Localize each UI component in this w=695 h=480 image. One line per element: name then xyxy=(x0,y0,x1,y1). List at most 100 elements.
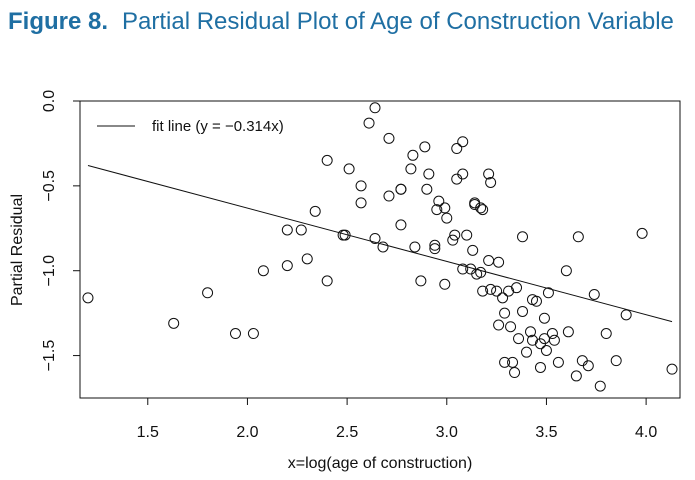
x-tick-label: 3.0 xyxy=(436,424,458,441)
x-tick-label: 3.5 xyxy=(535,424,557,441)
data-point xyxy=(449,229,461,241)
x-tick-label: 2.5 xyxy=(336,424,358,441)
data-point xyxy=(511,282,523,294)
data-point xyxy=(321,275,333,287)
data-point xyxy=(383,190,395,202)
data-point xyxy=(588,288,600,300)
data-point xyxy=(493,256,505,268)
data-point xyxy=(610,355,622,367)
data-point xyxy=(594,380,606,392)
data-point xyxy=(540,344,552,356)
x-tick-label: 1.5 xyxy=(137,424,159,441)
data-point xyxy=(439,278,451,290)
data-point xyxy=(447,234,459,246)
data-point xyxy=(168,317,180,329)
data-point xyxy=(409,241,421,253)
legend-label: fit line (y = −0.314x) xyxy=(152,118,284,135)
y-axis: 0.0 −0.5 −1.0 −1.5 xyxy=(41,90,80,372)
data-point xyxy=(534,361,546,373)
x-axis: 1.5 2.0 2.5 3.0 3.5 4.0 xyxy=(137,398,657,441)
y-tick-label: −1.5 xyxy=(41,340,58,372)
data-point xyxy=(363,117,375,129)
data-point xyxy=(493,319,505,331)
data-point xyxy=(451,143,463,155)
data-point xyxy=(257,265,269,277)
data-point xyxy=(542,287,554,299)
figure-label: Figure 8. xyxy=(8,8,109,35)
data-point xyxy=(485,176,497,188)
data-point xyxy=(517,305,529,317)
data-point xyxy=(582,360,594,372)
data-point xyxy=(355,180,367,192)
data-point xyxy=(281,260,293,272)
data-point xyxy=(560,265,572,277)
data-point xyxy=(457,168,469,180)
data-point xyxy=(505,321,517,333)
y-tick-label: −1.0 xyxy=(41,255,58,287)
data-point xyxy=(513,333,525,345)
data-point xyxy=(477,204,489,216)
data-point xyxy=(423,168,435,180)
x-tick-label: 4.0 xyxy=(635,424,657,441)
data-point xyxy=(552,356,564,368)
data-point xyxy=(483,255,495,267)
y-tick-label: −0.5 xyxy=(41,170,58,202)
data-point xyxy=(546,328,558,340)
data-point xyxy=(415,275,427,287)
data-point xyxy=(503,285,515,297)
data-point xyxy=(395,219,407,231)
data-point xyxy=(439,202,451,214)
data-point xyxy=(369,102,381,114)
data-point xyxy=(383,132,395,144)
x-axis-label: x=log(age of construction) xyxy=(288,455,473,472)
data-point xyxy=(485,283,497,295)
data-point xyxy=(429,239,441,251)
data-point xyxy=(407,149,419,161)
data-point xyxy=(572,231,584,243)
data-point xyxy=(576,355,588,367)
data-point xyxy=(377,241,389,253)
data-point xyxy=(570,370,582,382)
data-point xyxy=(517,231,529,243)
data-point xyxy=(530,295,542,307)
data-point xyxy=(524,326,536,338)
data-point xyxy=(309,205,321,217)
data-point xyxy=(600,328,612,340)
data-point xyxy=(321,154,333,166)
plot-frame xyxy=(79,100,681,399)
data-point xyxy=(457,263,469,275)
data-point xyxy=(295,224,307,236)
data-point xyxy=(441,212,453,224)
data-point xyxy=(507,356,519,368)
y-axis-label: Partial Residual xyxy=(9,194,26,306)
data-point xyxy=(666,363,678,375)
legend: fit line (y = −0.314x) xyxy=(97,118,284,135)
data-point xyxy=(395,183,407,195)
data-point xyxy=(229,328,241,340)
data-point xyxy=(475,266,487,278)
data-points xyxy=(82,102,678,392)
data-point xyxy=(281,224,293,236)
x-tick-label: 2.0 xyxy=(236,424,258,441)
data-point xyxy=(475,202,487,214)
data-point xyxy=(202,287,214,299)
data-point xyxy=(538,312,550,324)
y-tick-label: 0.0 xyxy=(41,90,58,112)
data-point xyxy=(343,163,355,175)
data-point xyxy=(521,346,533,358)
data-point xyxy=(491,285,503,297)
figure-title-text: Partial Residual Plot of Age of Construc… xyxy=(122,8,674,35)
data-point xyxy=(477,285,489,297)
data-point xyxy=(429,243,441,255)
data-point xyxy=(461,229,473,241)
data-point xyxy=(620,309,632,321)
data-point xyxy=(247,328,259,340)
data-point xyxy=(369,232,381,244)
data-point xyxy=(82,292,94,304)
data-point xyxy=(497,292,509,304)
data-point xyxy=(433,195,445,207)
data-point xyxy=(483,168,495,180)
data-point xyxy=(339,229,351,241)
data-point xyxy=(467,244,479,256)
